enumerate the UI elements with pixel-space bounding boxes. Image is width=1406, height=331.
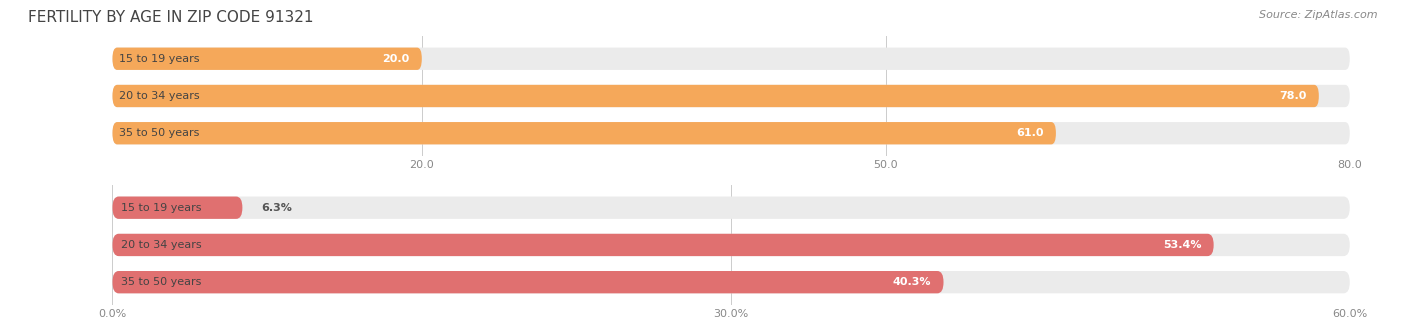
FancyBboxPatch shape: [112, 48, 1350, 70]
Text: 20.0: 20.0: [382, 54, 409, 64]
Text: 20 to 34 years: 20 to 34 years: [118, 91, 200, 101]
FancyBboxPatch shape: [112, 271, 1350, 293]
Text: 78.0: 78.0: [1279, 91, 1306, 101]
FancyBboxPatch shape: [112, 48, 422, 70]
FancyBboxPatch shape: [112, 85, 1319, 107]
Text: Source: ZipAtlas.com: Source: ZipAtlas.com: [1260, 10, 1378, 20]
Text: 35 to 50 years: 35 to 50 years: [121, 277, 201, 287]
Text: FERTILITY BY AGE IN ZIP CODE 91321: FERTILITY BY AGE IN ZIP CODE 91321: [28, 10, 314, 25]
Text: 53.4%: 53.4%: [1163, 240, 1201, 250]
FancyBboxPatch shape: [112, 271, 943, 293]
Text: 15 to 19 years: 15 to 19 years: [118, 54, 200, 64]
Text: 20 to 34 years: 20 to 34 years: [121, 240, 201, 250]
Text: 15 to 19 years: 15 to 19 years: [121, 203, 201, 213]
FancyBboxPatch shape: [112, 122, 1056, 144]
FancyBboxPatch shape: [112, 122, 1350, 144]
FancyBboxPatch shape: [112, 234, 1213, 256]
FancyBboxPatch shape: [112, 234, 1350, 256]
Text: 6.3%: 6.3%: [262, 203, 292, 213]
FancyBboxPatch shape: [112, 85, 1350, 107]
Text: 61.0: 61.0: [1017, 128, 1043, 138]
FancyBboxPatch shape: [112, 197, 242, 219]
Text: 35 to 50 years: 35 to 50 years: [118, 128, 200, 138]
Text: 40.3%: 40.3%: [893, 277, 931, 287]
FancyBboxPatch shape: [112, 197, 1350, 219]
